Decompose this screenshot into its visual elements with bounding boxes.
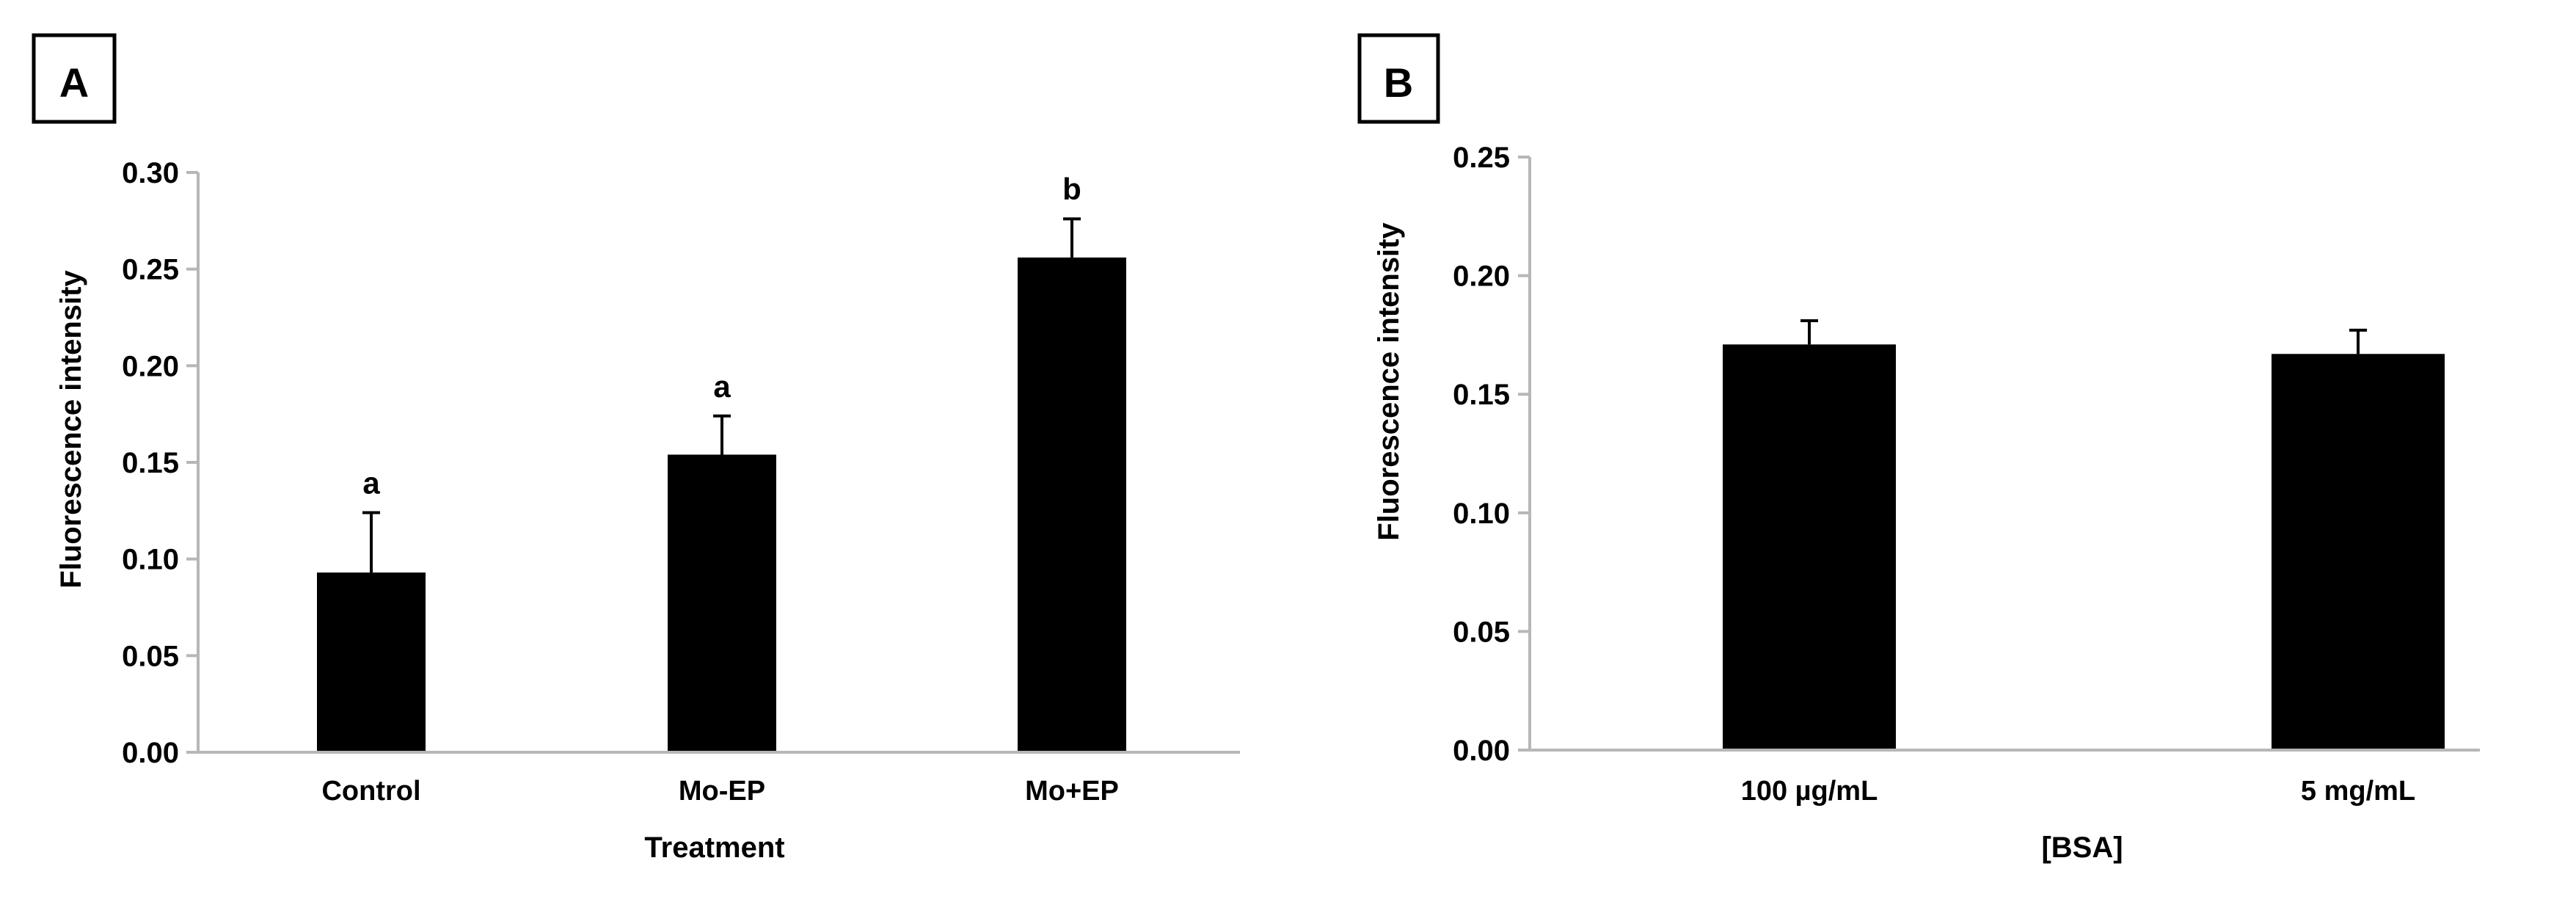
panel-a-error-bars xyxy=(362,217,1081,573)
panel-a-y-tick-label: 0.05 xyxy=(122,640,179,672)
panel-a-y-tick-label: 0.00 xyxy=(122,737,179,769)
panel-b-bar xyxy=(2272,354,2445,751)
panel-a-label: A xyxy=(59,59,89,106)
panel-b-y-tick-label: 0.00 xyxy=(1453,735,1510,767)
panel-b-category-labels: 100 µg/mL 5 mg/mL xyxy=(1741,776,2415,807)
panel-b-category-label: 5 mg/mL xyxy=(2301,776,2415,807)
panel-a-y-tick-label: 0.25 xyxy=(122,254,179,286)
panel-a-significance-label: a xyxy=(713,369,731,404)
panel-a-y-tick-label: 0.20 xyxy=(122,350,179,382)
panel-a-y-tick-label: 0.30 xyxy=(122,157,179,189)
panel-a-significance-label: a xyxy=(362,465,380,500)
panel-b-error-bars xyxy=(1800,319,2367,354)
panel-a-x-axis-title: Treatment xyxy=(644,832,784,864)
panel-a-y-tick-label: 0.15 xyxy=(122,447,179,479)
panel-a-y-ticks: 0.00 0.05 0.10 0.15 0.20 0.25 0.30 xyxy=(122,157,198,769)
panel-a-category-label: Mo+EP xyxy=(1025,776,1119,807)
panel-b-x-axis-title: [BSA] xyxy=(2041,832,2123,864)
panel-a-category-labels: Control Mo-EP Mo+EP xyxy=(321,776,1118,807)
panel-b-y-tick-label: 0.15 xyxy=(1453,379,1510,411)
panel-b-bar xyxy=(1723,344,1896,750)
panel-a-chart: A 0.00 0.05 0.10 0.15 0.20 0.25 0.30 a a b Contr… xyxy=(32,33,1240,864)
panel-a-bar xyxy=(317,572,426,752)
panel-a-bar xyxy=(668,454,776,752)
panel-a-bar xyxy=(1018,257,1126,752)
panel-b-y-tick-label: 0.10 xyxy=(1453,498,1510,530)
panel-b-category-label: 100 µg/mL xyxy=(1741,776,1878,807)
panel-a-y-tick-label: 0.10 xyxy=(122,544,179,576)
panel-b-y-axis-title: Fluorescence intensity xyxy=(1373,222,1405,541)
panel-a-category-label: Mo-EP xyxy=(679,776,765,807)
panel-b-y-tick-label: 0.05 xyxy=(1453,616,1510,648)
panel-b-y-ticks: 0.00 0.05 0.10 0.15 0.20 0.25 xyxy=(1453,142,1530,767)
panel-a-label-box xyxy=(32,33,117,124)
panel-b-chart: B 0.00 0.05 0.10 0.15 0.20 0.25 100 µg/mL 5 mg… xyxy=(1357,33,2480,864)
panel-b-y-tick-label: 0.25 xyxy=(1453,142,1510,174)
panel-b-y-tick-label: 0.20 xyxy=(1453,261,1510,293)
panel-a-significance-labels: a a b xyxy=(362,172,1081,500)
panel-b-label: B xyxy=(1384,59,1413,106)
panel-b-label-box xyxy=(1357,33,1440,124)
panel-a-y-axis-title: Fluorescence intensity xyxy=(55,270,87,589)
panel-a-category-label: Control xyxy=(321,776,420,807)
panel-b-bars xyxy=(1723,344,2445,751)
panel-a-bars xyxy=(317,257,1126,752)
panel-a-significance-label: b xyxy=(1062,172,1081,206)
